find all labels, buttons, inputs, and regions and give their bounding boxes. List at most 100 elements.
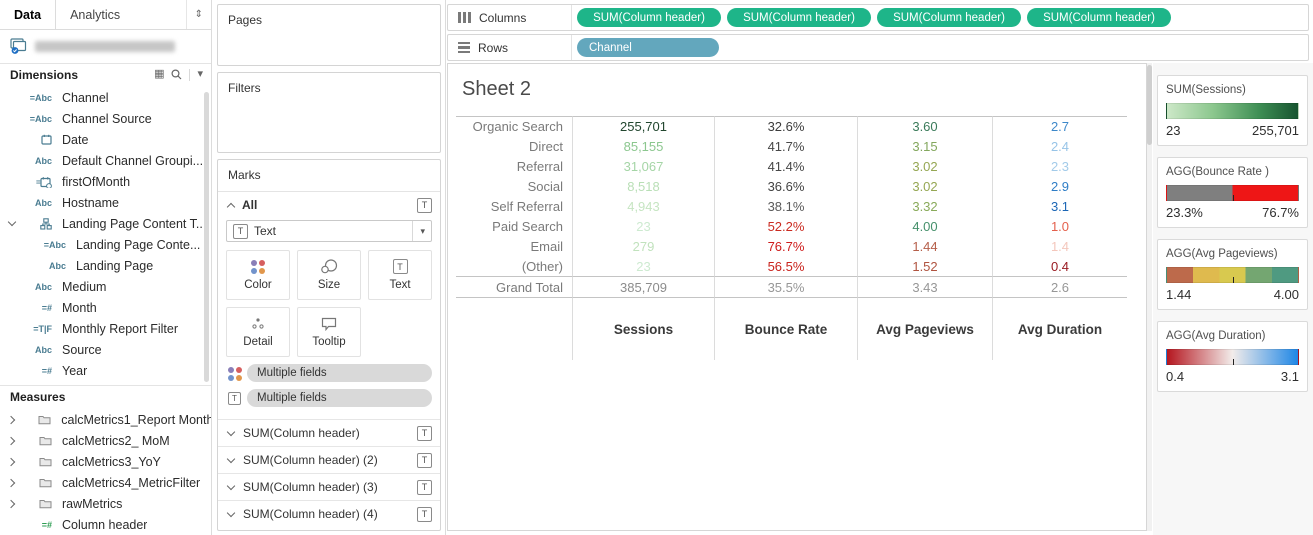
cell-avg-pageviews[interactable]: 3.15	[857, 136, 992, 156]
dimension-landing-page[interactable]: Abc Landing Page	[0, 255, 211, 276]
sheet-vertical-scrollbar[interactable]	[1147, 63, 1152, 531]
chevron-down-icon[interactable]	[226, 481, 236, 490]
chevron-right-icon[interactable]	[6, 415, 16, 424]
tab-data[interactable]: Data	[0, 0, 57, 29]
rows-pill-channel[interactable]: Channel	[577, 38, 719, 57]
row-header[interactable]: Organic Search	[456, 116, 572, 136]
cell-avg-pageviews[interactable]: 3.02	[857, 156, 992, 176]
color-encoding-pill[interactable]: Multiple fields	[247, 364, 432, 382]
dimension-hostname[interactable]: Abc Hostname	[0, 192, 211, 213]
cell-sessions[interactable]: 85,155	[572, 136, 714, 156]
text-encoding-pill[interactable]: Multiple fields	[247, 389, 432, 407]
legend-sessions[interactable]: SUM(Sessions) 23 255,701	[1157, 75, 1308, 146]
pane-menu-caret-icon[interactable]: ▾	[197, 68, 203, 80]
chevron-right-icon[interactable]	[6, 457, 16, 466]
columns-pill-1[interactable]: SUM(Column header)	[577, 8, 721, 27]
columns-pill-3[interactable]: SUM(Column header)	[877, 8, 1021, 27]
dimension-landing-page-content-hierarchy[interactable]: Landing Page Content T...	[0, 213, 211, 234]
cell-bounce-rate[interactable]: 38.1%	[714, 196, 857, 216]
measure-folder-calcmetrics2[interactable]: calcMetrics2_ MoM	[0, 430, 211, 451]
marks-section-sum-1[interactable]: SUM(Column header) T	[218, 419, 440, 446]
rows-shelf[interactable]: Rows Channel	[447, 34, 1309, 61]
tab-analytics[interactable]: Analytics	[70, 7, 121, 22]
datasource-row[interactable]	[0, 30, 211, 63]
row-header[interactable]: Direct	[529, 138, 563, 154]
dimension-monthly-report-filter[interactable]: =T|F Monthly Report Filter	[0, 318, 211, 339]
cell-avg-pageviews[interactable]: 3.60	[857, 116, 992, 136]
measure-folder-calcmetrics4[interactable]: calcMetrics4_MetricFilter	[0, 472, 211, 493]
cell-bounce-rate[interactable]: 36.6%	[714, 176, 857, 196]
grand-total-header[interactable]: Grand Total	[456, 276, 572, 298]
dimension-date[interactable]: Date	[0, 129, 211, 150]
cell-avg-duration[interactable]: 2.3	[992, 156, 1127, 176]
cell-avg-duration[interactable]: 2.4	[992, 136, 1127, 156]
measure-column-header[interactable]: =# Column header	[0, 514, 211, 535]
measure-folder-rawmetrics[interactable]: rawMetrics	[0, 493, 211, 514]
marks-all-section[interactable]: All T	[218, 192, 440, 218]
chevron-right-icon[interactable]	[6, 436, 16, 445]
cell-avg-pageviews[interactable]: 4.00	[857, 216, 992, 236]
row-header[interactable]: Self Referral	[490, 198, 563, 214]
dimension-channel-source[interactable]: =Abc Channel Source	[0, 108, 211, 129]
dimension-firstofmonth[interactable]: = firstOfMonth	[0, 171, 211, 192]
mark-type-dropdown[interactable]: T Text ▾	[226, 220, 432, 242]
column-header-sessions[interactable]: Sessions	[572, 298, 714, 360]
color-button[interactable]: Color	[226, 250, 290, 300]
cell-avg-pageviews-total[interactable]: 3.43	[857, 276, 992, 298]
marks-section-sum-4[interactable]: SUM(Column header) (4) T	[218, 500, 440, 527]
chevron-down-icon[interactable]	[7, 217, 17, 227]
row-header[interactable]: Social	[527, 178, 563, 194]
cell-avg-duration[interactable]: 0.4	[992, 256, 1127, 276]
size-button[interactable]: Text Size	[297, 250, 361, 300]
cell-avg-duration-total[interactable]: 2.6	[992, 276, 1127, 298]
columns-pill-2[interactable]: SUM(Column header)	[727, 8, 871, 27]
detail-button[interactable]: Detail	[226, 307, 290, 357]
cell-sessions[interactable]: 31,067	[572, 156, 714, 176]
view-as-list-icon[interactable]: ▦	[154, 68, 165, 80]
marks-section-sum-3[interactable]: SUM(Column header) (3) T	[218, 473, 440, 500]
chevron-down-icon[interactable]	[226, 454, 236, 463]
cell-sessions[interactable]: 4,943	[572, 196, 714, 216]
cell-avg-duration[interactable]: 3.1	[992, 196, 1127, 216]
dimension-year[interactable]: =# Year	[0, 360, 211, 381]
chevron-up-icon[interactable]	[226, 202, 236, 211]
cell-avg-pageviews[interactable]: 3.02	[857, 176, 992, 196]
cell-avg-pageviews[interactable]: 1.52	[857, 256, 992, 276]
cell-avg-duration[interactable]: 1.4	[992, 236, 1127, 256]
chevron-right-icon[interactable]	[6, 499, 16, 508]
dimension-channel[interactable]: =Abc Channel	[0, 87, 211, 108]
cell-avg-pageviews[interactable]: 1.44	[857, 236, 992, 256]
row-header[interactable]: Paid Search	[492, 218, 563, 234]
dimension-landing-page-content-type[interactable]: =Abc Landing Page Conte...	[0, 234, 211, 255]
legend-bounce-rate[interactable]: AGG(Bounce Rate ) 23.3% 76.7%	[1157, 157, 1308, 228]
cell-avg-duration[interactable]: 1.0	[992, 216, 1127, 236]
marks-section-sum-2[interactable]: SUM(Column header) (2) T	[218, 446, 440, 473]
cell-sessions-total[interactable]: 385,709	[572, 276, 714, 298]
chevron-down-icon[interactable]	[226, 508, 236, 517]
row-header[interactable]: Referral	[516, 158, 563, 174]
legend-avg-duration[interactable]: AGG(Avg Duration) 0.4 3.1	[1157, 321, 1308, 392]
find-field-icon[interactable]	[171, 69, 182, 80]
columns-pill-4[interactable]: SUM(Column header)	[1027, 8, 1171, 27]
text-button[interactable]: T Text	[368, 250, 432, 300]
cell-bounce-rate[interactable]: 32.6%	[714, 116, 857, 136]
chevron-right-icon[interactable]	[6, 478, 16, 487]
row-header[interactable]: (Other)	[521, 258, 563, 274]
cell-bounce-rate[interactable]: 56.5%	[714, 256, 857, 276]
cell-bounce-rate[interactable]: 52.2%	[714, 216, 857, 236]
column-header-avg-duration[interactable]: Avg Duration	[992, 298, 1127, 360]
dropdown-caret-icon[interactable]: ▾	[412, 221, 425, 241]
legend-avg-pageviews[interactable]: AGG(Avg Pageviews) 1.44 4.00	[1157, 239, 1308, 310]
dimension-medium[interactable]: Abc Medium	[0, 276, 211, 297]
tooltip-button[interactable]: Tooltip	[297, 307, 361, 357]
sidebar-scrollbar[interactable]	[204, 92, 209, 382]
column-header-avg-pageviews[interactable]: Avg Pageviews	[857, 298, 992, 360]
cell-avg-pageviews[interactable]: 3.32	[857, 196, 992, 216]
row-header[interactable]: Email	[530, 238, 563, 254]
dimension-month[interactable]: =# Month	[0, 297, 211, 318]
cell-sessions[interactable]: 23	[572, 256, 714, 276]
cell-sessions[interactable]: 255,701	[572, 116, 714, 136]
cell-avg-duration[interactable]: 2.7	[992, 116, 1127, 136]
cell-avg-duration[interactable]: 2.9	[992, 176, 1127, 196]
pages-shelf[interactable]: Pages	[217, 4, 441, 66]
